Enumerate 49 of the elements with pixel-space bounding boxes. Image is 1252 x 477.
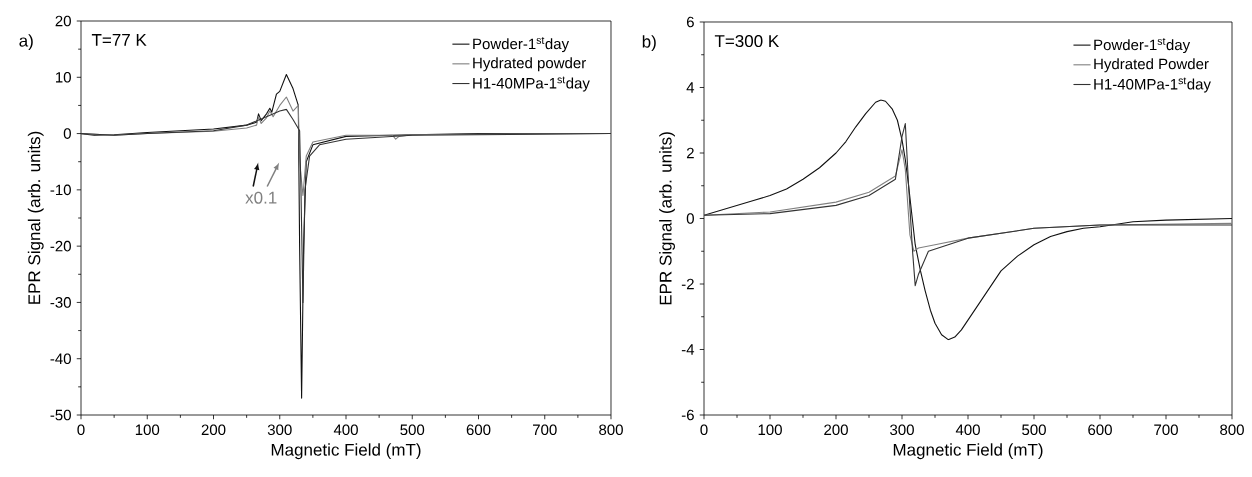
x-tick-label: 100 xyxy=(135,424,160,436)
legend-label: Hydrated Powder xyxy=(1094,58,1209,73)
x-tick-label: 300 xyxy=(890,424,914,436)
legend-label: Powder-1$^{st}$day xyxy=(1094,38,1191,54)
x-tick-label: 600 xyxy=(466,424,491,436)
x-tick-label: 400 xyxy=(333,424,358,436)
x-axis-title: Magnetic Field (mT) xyxy=(271,443,421,460)
y-tick-label: -6 xyxy=(681,409,694,421)
y-tick-label: -30 xyxy=(50,297,71,308)
x-tick-label: 0 xyxy=(700,424,708,436)
legend-label: Powder-1$^{st}$day xyxy=(473,37,570,53)
x-tick-label: 800 xyxy=(599,424,623,436)
y-tick-label: 20 xyxy=(55,15,71,27)
y-tick-label: 0 xyxy=(63,128,71,139)
y-tick-label: 10 xyxy=(56,71,71,83)
x-tick-label: 200 xyxy=(201,424,226,436)
y-tick-label: -50 xyxy=(50,409,71,421)
text: T=300 K xyxy=(714,35,780,48)
x-tick-label: 400 xyxy=(955,424,980,436)
y-tick-label: 4 xyxy=(686,82,695,93)
text: T=77 K xyxy=(91,34,147,46)
y-tick-label: -20 xyxy=(50,240,71,252)
legend-label: H1-40MPa-1$^{st}$day xyxy=(1094,77,1211,93)
x-tick-label: 700 xyxy=(1154,424,1178,436)
y-tick-label: -10 xyxy=(50,184,71,196)
x-tick-label: 800 xyxy=(1220,424,1244,436)
y-tick-label: 2 xyxy=(686,147,694,159)
y-tick-label: -40 xyxy=(50,353,71,365)
line-series xyxy=(81,108,611,303)
legend-label: H1-40MPa-1$^{st}$day xyxy=(473,76,590,92)
x-tick-label: 500 xyxy=(1022,424,1046,436)
x-axis-title: Magnetic Field (mT) xyxy=(893,443,1043,460)
x-tick-label: 500 xyxy=(400,424,425,436)
legend-label: Hydrated powder xyxy=(473,57,586,72)
y-tick-label: -4 xyxy=(681,344,695,355)
x-tick-label: 600 xyxy=(1088,424,1112,436)
x-tick-label: 700 xyxy=(533,424,557,436)
text: a) xyxy=(19,34,33,51)
x-tick-label: 100 xyxy=(758,424,782,436)
y-tick-label: -2 xyxy=(681,278,694,290)
text: b) xyxy=(642,35,656,52)
x-tick-label: 0 xyxy=(77,424,85,436)
x-tick-label: 300 xyxy=(267,424,292,436)
y-tick-label: 6 xyxy=(686,16,694,28)
annotation: x0.1 xyxy=(245,191,277,204)
y-tick-label: 0 xyxy=(686,213,694,224)
x-tick-label: 200 xyxy=(824,424,848,436)
y-axis-title: EPR Signal (arb. units) xyxy=(659,132,676,305)
y-axis-title: EPR Signal (arb. units) xyxy=(27,131,44,304)
